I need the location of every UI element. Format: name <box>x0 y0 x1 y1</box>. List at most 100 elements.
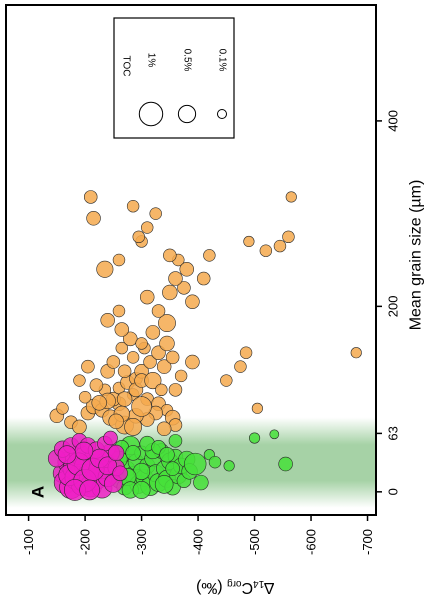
data-point <box>196 271 211 286</box>
data-point <box>81 359 95 374</box>
data-point <box>74 441 94 461</box>
data-point <box>269 429 280 440</box>
data-point <box>91 395 107 411</box>
data-point <box>156 421 172 437</box>
data-point <box>239 346 253 359</box>
data-point <box>132 481 151 499</box>
data-points <box>47 190 362 501</box>
data-point <box>56 402 69 415</box>
data-point <box>165 350 180 365</box>
data-point <box>165 461 180 476</box>
data-point <box>131 396 152 417</box>
x-axis-title-c: C <box>242 580 254 597</box>
data-point <box>112 253 126 267</box>
y-tick-label: 0 <box>386 488 401 495</box>
data-point <box>185 294 200 309</box>
data-point <box>155 383 168 397</box>
x-tick-label: -100 <box>21 529 36 555</box>
x-tick-label: -600 <box>304 529 319 555</box>
data-point <box>162 284 178 301</box>
legend-entry-marker <box>138 101 164 127</box>
x-tick-label: -300 <box>134 529 149 555</box>
data-point <box>168 271 183 286</box>
data-point <box>139 289 155 305</box>
data-point <box>124 417 143 436</box>
data-point <box>112 465 128 481</box>
data-point <box>168 434 183 448</box>
data-point <box>144 372 162 390</box>
x-axis-ticks: -100 -200 -300 -400 -500 -600 -700 <box>21 515 375 555</box>
data-point <box>259 244 273 257</box>
x-axis-title-delta: ∆ <box>264 580 274 597</box>
data-point <box>108 444 125 462</box>
y-axis-ticks: 0 63 200 400 <box>376 110 401 495</box>
legend-entry-marker <box>216 108 228 120</box>
data-point <box>278 456 293 472</box>
data-point <box>251 402 263 414</box>
data-point <box>108 413 124 430</box>
data-point <box>141 221 154 234</box>
x-axis-title-sub-org: org <box>227 579 241 590</box>
data-point <box>78 391 92 404</box>
data-point <box>185 354 200 370</box>
data-point <box>168 383 183 397</box>
data-point <box>273 239 287 253</box>
data-point <box>184 452 207 476</box>
data-point <box>98 456 117 476</box>
legend-entries: 1% 0.5% 0.1% <box>138 49 228 127</box>
data-point <box>248 432 261 444</box>
legend-entry-label: 0.5% <box>182 49 193 72</box>
x-tick-label: -200 <box>78 529 93 555</box>
x-tick-label: -500 <box>247 529 262 555</box>
series-coarse <box>49 190 362 437</box>
data-point <box>282 230 295 244</box>
data-point <box>220 374 233 387</box>
data-point <box>156 359 172 374</box>
legend-entry-label: 1% <box>146 53 157 68</box>
data-point <box>159 447 175 463</box>
data-point <box>132 230 145 244</box>
data-point <box>96 260 114 278</box>
data-point <box>243 235 255 248</box>
data-point <box>115 341 129 355</box>
data-point <box>149 207 162 220</box>
legend: TOC 1% 0.5% 0.1% <box>113 17 235 139</box>
data-point <box>285 191 297 203</box>
data-point <box>163 248 177 263</box>
data-point <box>83 190 98 204</box>
data-point <box>72 419 87 435</box>
plot-frame <box>5 4 377 516</box>
y-tick-label: 400 <box>386 110 401 132</box>
data-point <box>234 360 247 373</box>
data-point <box>117 364 132 379</box>
x-axis-title-unit: (‰) <box>196 580 227 597</box>
data-point <box>126 351 140 364</box>
data-point <box>79 479 100 501</box>
data-point <box>158 314 176 332</box>
series-mid <box>105 429 293 499</box>
data-point <box>193 474 209 491</box>
x-tick-label: -700 <box>360 529 375 555</box>
legend-title: TOC <box>121 56 132 77</box>
data-point <box>174 369 188 383</box>
data-point <box>100 313 115 328</box>
data-point <box>143 355 157 369</box>
data-point <box>112 304 126 318</box>
legend-entry-label: 0.1% <box>217 49 228 72</box>
data-point <box>154 475 174 494</box>
y-axis-title: Mean grain size (µm) <box>408 180 425 331</box>
x-axis-title-sub14: 14 <box>253 579 265 590</box>
data-point <box>223 460 235 472</box>
data-point <box>135 337 148 350</box>
data-point <box>145 325 161 340</box>
data-point <box>116 391 133 407</box>
legend-entry-marker <box>177 104 197 124</box>
data-point <box>159 335 175 352</box>
data-point <box>106 355 121 369</box>
data-point <box>89 378 104 392</box>
data-point <box>57 445 77 465</box>
panel-label: A <box>29 486 48 498</box>
data-point <box>208 455 222 469</box>
y-tick-label: 200 <box>386 296 401 318</box>
